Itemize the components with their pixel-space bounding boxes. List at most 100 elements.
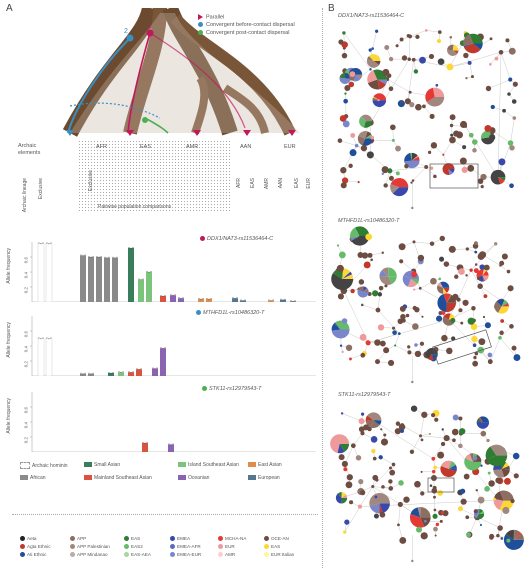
network-node: [449, 35, 453, 39]
population-legend-item: EAS: [264, 544, 280, 550]
network-node: [420, 491, 425, 496]
network-pie-slice: [482, 269, 487, 276]
network-node: [345, 481, 353, 489]
network-pie-slice: [476, 420, 490, 429]
network-node: [437, 451, 445, 459]
convergent-post-node: [142, 117, 148, 123]
network-pie-slice: [350, 227, 360, 239]
bar: [160, 348, 166, 376]
bar: [138, 279, 144, 302]
network-node: [388, 466, 393, 470]
network-node: [367, 426, 372, 432]
network-node: [417, 254, 425, 262]
network-pie-slice: [390, 184, 400, 191]
network-node: [389, 469, 396, 476]
data-point: [110, 372, 112, 374]
network-node: [412, 240, 416, 244]
network-node: [463, 473, 470, 480]
network-node: [458, 268, 465, 275]
swatch-icon: [20, 462, 30, 469]
network-pie-slice: [500, 490, 514, 501]
population-dot-icon: [124, 552, 129, 558]
network-node: [424, 165, 429, 169]
network-node: [367, 292, 372, 296]
network-edge: [477, 516, 501, 529]
network-node: [344, 85, 351, 92]
data-point: [242, 300, 244, 302]
data-point: [142, 278, 144, 280]
network-node: [419, 56, 426, 64]
network-node: [413, 288, 416, 291]
bar: [136, 369, 142, 376]
swatch-icon: [248, 462, 256, 468]
population-legend-item: Aeta: [20, 536, 36, 542]
network-node: [374, 359, 381, 365]
tree-branch: [170, 13, 296, 136]
tree-branch: [62, 8, 158, 137]
network-pie-slice: [363, 290, 369, 292]
bar: [206, 299, 212, 302]
bar: [80, 373, 86, 376]
network-node: [406, 34, 411, 38]
network-edge: [344, 445, 354, 465]
network-node: [487, 352, 493, 358]
network-pie-slice: [428, 354, 434, 361]
network-pie-slice: [333, 322, 341, 330]
network-edge: [409, 36, 411, 60]
network-node: [399, 537, 407, 544]
network-pie-slice: [363, 121, 373, 128]
network-pie-slice: [417, 507, 421, 518]
network-node: [395, 44, 399, 48]
network-node: [361, 252, 369, 259]
network-node: [439, 256, 445, 262]
network-edge: [359, 486, 373, 507]
data-point: [280, 298, 282, 300]
col-group-label: EAS: [140, 144, 152, 150]
network-pie-slice: [330, 434, 350, 454]
network-node: [500, 537, 504, 540]
bar: [232, 298, 238, 302]
network-pie-slice: [472, 43, 483, 50]
data-point: [46, 337, 48, 339]
network-node: [429, 113, 435, 119]
network-pie-slice: [437, 282, 444, 288]
network-pie-slice: [402, 275, 411, 287]
network-node: [498, 49, 504, 55]
network-node: [499, 260, 505, 266]
network-pie-slice: [447, 49, 458, 56]
network-pie-slice: [379, 276, 392, 285]
data-point: [170, 294, 172, 296]
data-point: [138, 278, 140, 280]
network-edge: [372, 31, 377, 49]
network-pie-slice: [365, 420, 374, 428]
population-dot-icon: [218, 544, 223, 550]
network-pie-slice: [431, 354, 438, 360]
population-legend-item: APP: [70, 536, 86, 542]
network-node: [350, 288, 355, 294]
network-pie-slice: [342, 274, 354, 280]
network-pie-slice: [390, 187, 400, 194]
population-tree: 2 1: [62, 8, 300, 137]
network-pie-slice: [469, 33, 483, 44]
network-edge: [510, 118, 515, 144]
network-node: [420, 470, 423, 473]
network-node: [446, 347, 453, 355]
network-node: [407, 350, 412, 355]
network-node: [375, 307, 381, 313]
network-node: [344, 519, 350, 525]
data-point: [232, 297, 234, 299]
data-point: [164, 295, 166, 296]
network-node: [411, 57, 416, 62]
population-dot-icon: [124, 544, 129, 550]
network-node: [434, 417, 439, 422]
network-node: [474, 250, 478, 254]
arrow-marker: [193, 130, 201, 136]
network-node: [457, 506, 463, 512]
network-node: [360, 431, 365, 436]
network-node: [430, 277, 437, 285]
network-pie-slice: [341, 492, 347, 498]
network-node: [397, 332, 401, 335]
population-legend-item: AMR: [218, 552, 235, 558]
network-node: [411, 380, 414, 384]
network-pie-slice: [443, 313, 451, 320]
